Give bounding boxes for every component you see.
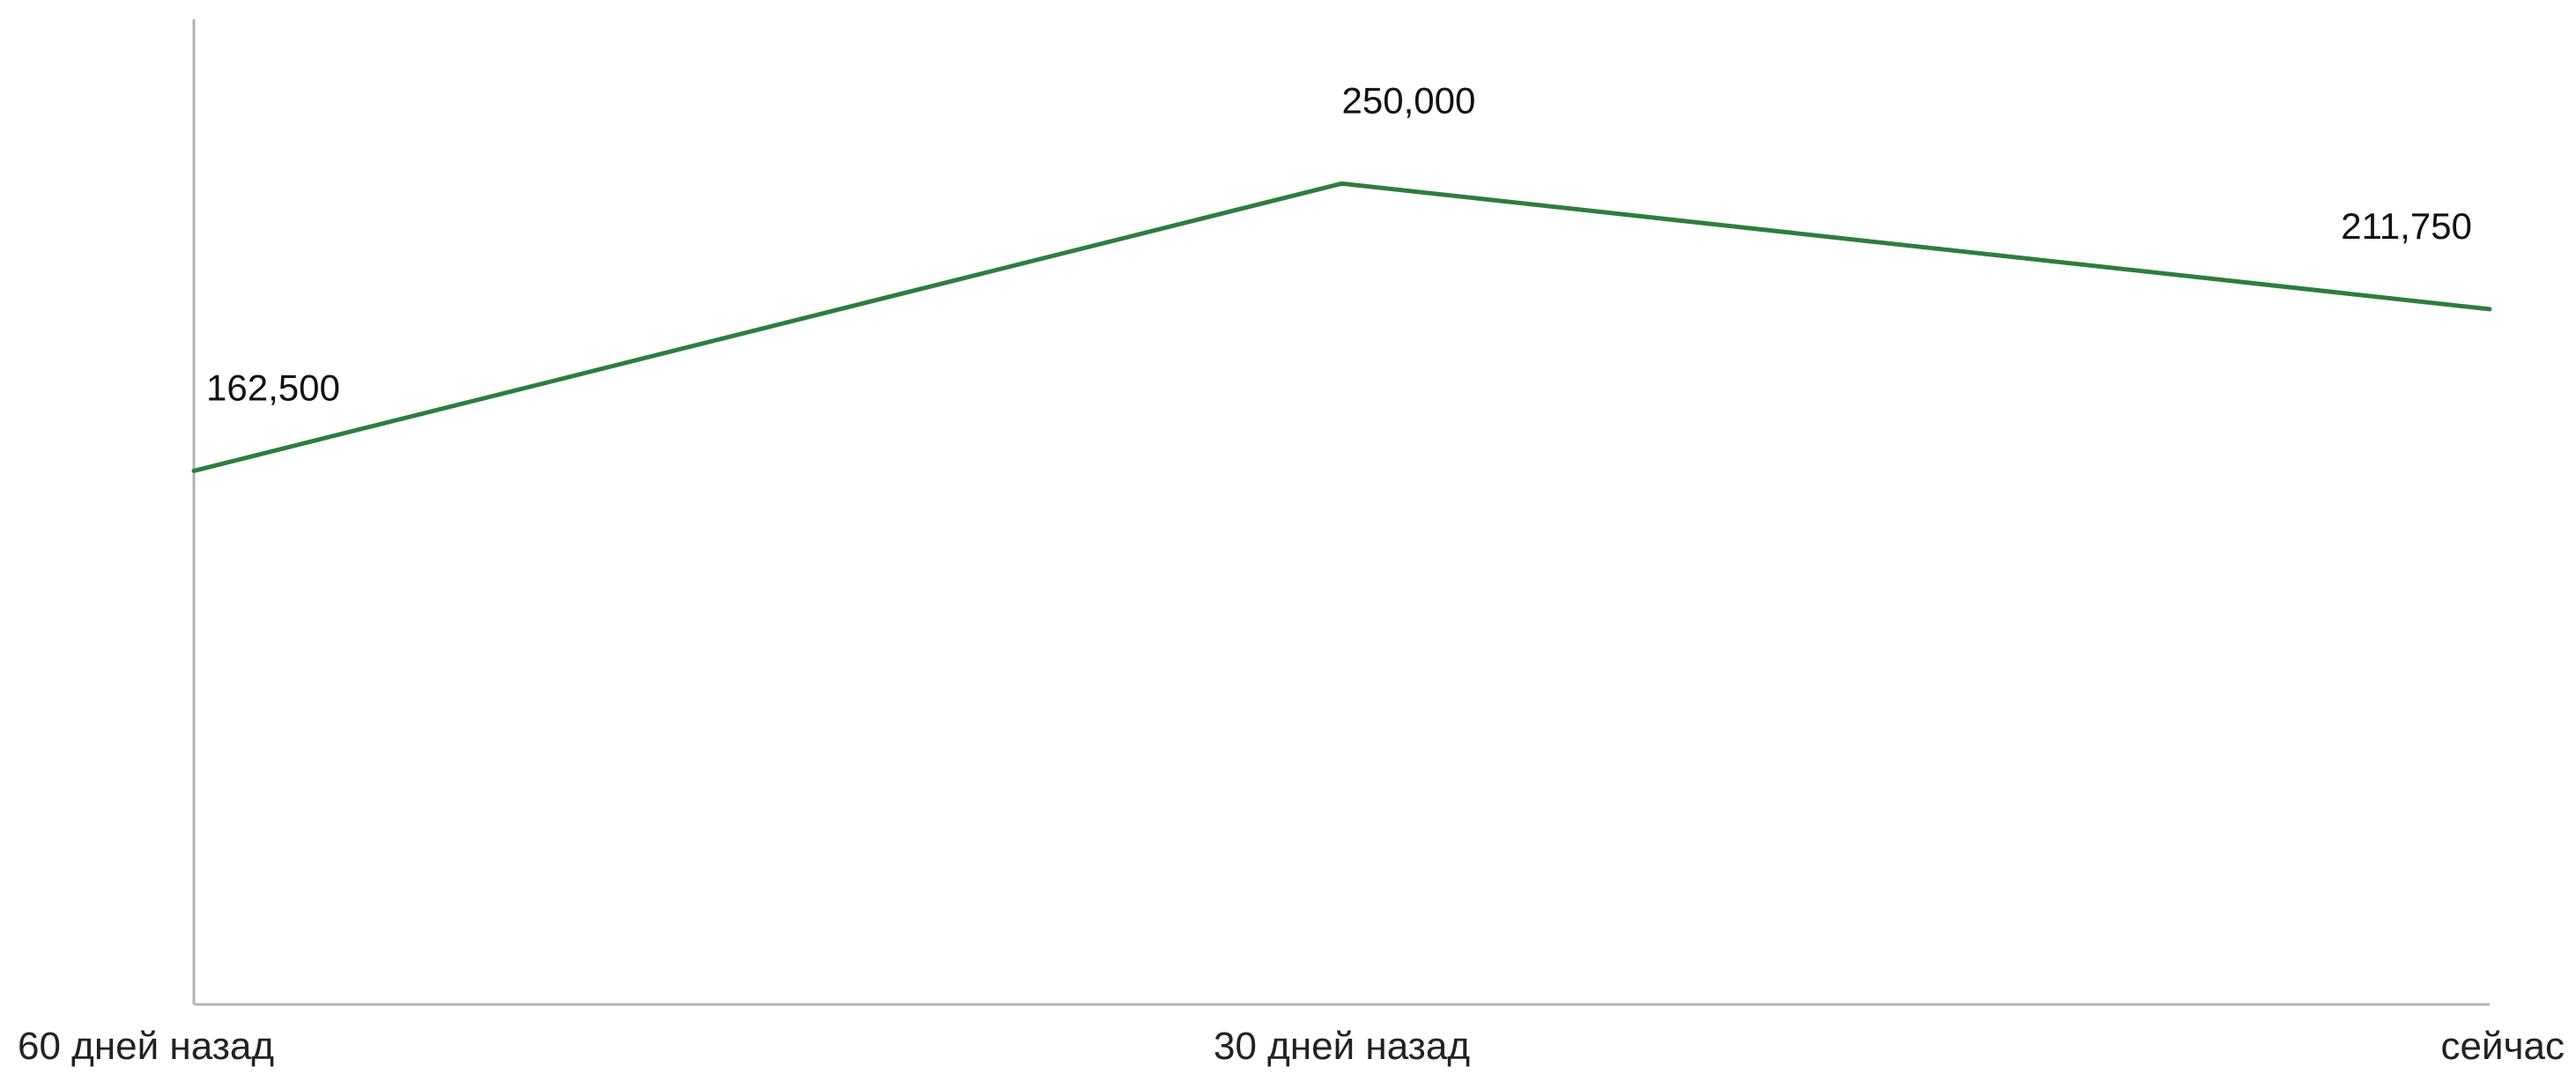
series-layer xyxy=(191,181,2492,473)
chart-axes xyxy=(192,19,2490,1006)
data-label: 162,500 xyxy=(206,367,340,408)
series-line xyxy=(191,181,2492,473)
x-axis-tick-labels: 60 дней назад 30 дней назад сейчас xyxy=(18,1025,2565,1068)
x-tick-label: 60 дней назад xyxy=(18,1025,274,1068)
data-label: 250,000 xyxy=(1342,79,1476,121)
x-tick-label: сейчас xyxy=(2441,1025,2565,1068)
data-labels: 162,500 250,000 211,750 xyxy=(206,79,2472,408)
data-label: 211,750 xyxy=(2341,205,2472,247)
x-tick-label: 30 дней назад xyxy=(1214,1025,1470,1068)
